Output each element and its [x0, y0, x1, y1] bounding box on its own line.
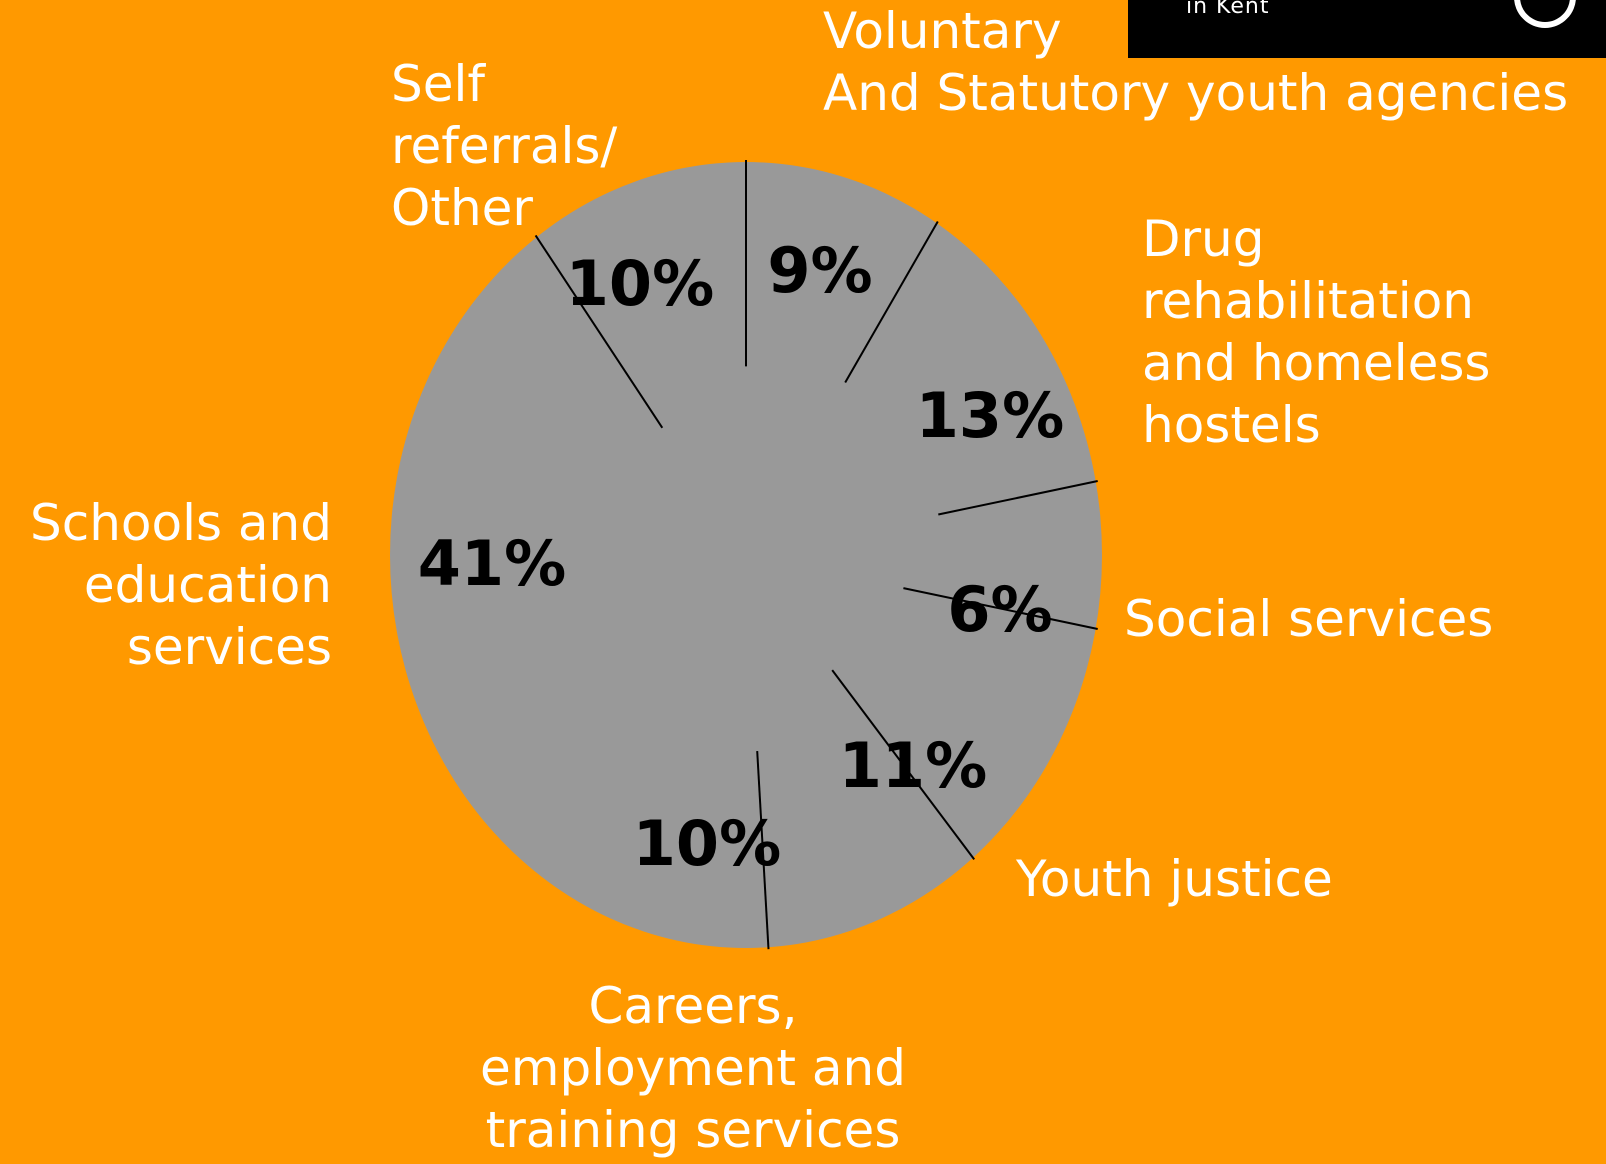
category-label-line: services — [126, 618, 332, 676]
slice-category-label: Drug rehabilitation and homeless hostels — [1142, 208, 1490, 456]
logo-banner: in Kent — [1128, 0, 1606, 58]
category-label-line: Other — [391, 179, 533, 237]
category-label-line: Schools and — [29, 494, 332, 552]
slice-divider — [831, 669, 975, 861]
slice-category-label: Voluntary And Statutory youth agencies — [823, 0, 1568, 124]
slice-value-label: 13% — [916, 379, 1064, 452]
category-label-line: education — [83, 556, 332, 614]
category-label-line: And Statutory youth agencies — [823, 64, 1569, 122]
slice-divider — [844, 221, 939, 383]
category-label-line: Social services — [1124, 590, 1494, 648]
pie-body — [390, 162, 1102, 948]
slice-value-label: 10% — [633, 807, 781, 880]
category-label-line: Youth justice — [1016, 850, 1333, 908]
slice-category-label: Self referrals/Other — [391, 53, 617, 239]
slice-divider — [938, 480, 1098, 516]
category-label-line: training services — [485, 1101, 901, 1159]
slice-divider — [534, 234, 664, 429]
slice-value-label: 10% — [566, 247, 714, 320]
category-label-line: Self — [391, 55, 485, 113]
category-label-line: Voluntary — [823, 2, 1062, 60]
category-label-line: employment and — [479, 1039, 906, 1097]
category-label-line: referrals/ — [391, 117, 618, 175]
slice-value-label: 9% — [767, 234, 872, 307]
slice-value-label: 41% — [418, 527, 566, 600]
slice-category-label: Careers, employment and training services — [468, 975, 918, 1161]
slice-category-label: Schools and education services — [10, 492, 332, 678]
category-label-line: Careers, — [588, 977, 798, 1035]
slice-value-label: 6% — [947, 573, 1052, 646]
slice-category-label: Social services — [1124, 588, 1493, 650]
slice-value-label: 11% — [839, 729, 987, 802]
category-label-line: hostels — [1142, 396, 1321, 454]
logo-text: in Kent — [1186, 0, 1270, 19]
slice-dividers — [534, 160, 1098, 950]
category-label-line: rehabilitation — [1142, 272, 1474, 330]
slice-category-label: Youth justice — [1016, 848, 1333, 910]
slice-divider — [903, 587, 1098, 630]
slice-divider — [756, 751, 770, 950]
category-label-line: and homeless — [1142, 334, 1491, 392]
value-labels: 9% 13% 6% 11% 10% 41% 10% — [418, 234, 1064, 880]
category-label-line: Drug — [1142, 210, 1265, 268]
